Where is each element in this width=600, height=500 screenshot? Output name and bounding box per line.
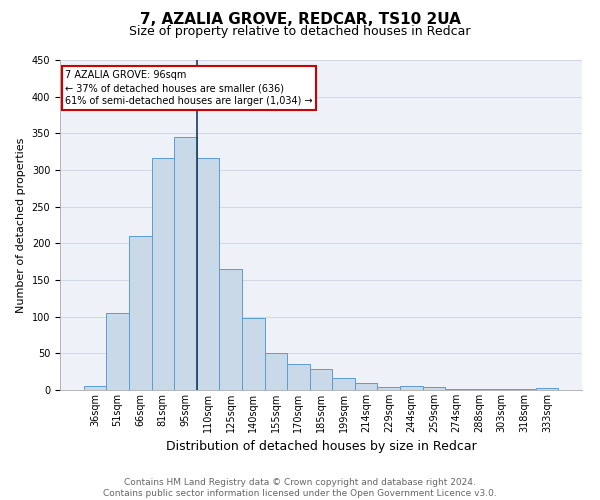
- Bar: [242, 318, 265, 390]
- Bar: [220, 269, 242, 390]
- Bar: [445, 388, 468, 390]
- Bar: [152, 158, 174, 390]
- Text: 7 AZALIA GROVE: 96sqm
← 37% of detached houses are smaller (636)
61% of semi-det: 7 AZALIA GROVE: 96sqm ← 37% of detached …: [65, 70, 313, 106]
- Bar: [174, 137, 197, 390]
- Text: Size of property relative to detached houses in Redcar: Size of property relative to detached ho…: [129, 25, 471, 38]
- Bar: [129, 236, 152, 390]
- Bar: [468, 388, 490, 390]
- Bar: [490, 388, 513, 390]
- Bar: [377, 387, 400, 390]
- Bar: [422, 387, 445, 390]
- Bar: [106, 313, 129, 390]
- Bar: [332, 378, 355, 390]
- Text: 7, AZALIA GROVE, REDCAR, TS10 2UA: 7, AZALIA GROVE, REDCAR, TS10 2UA: [140, 12, 460, 28]
- Text: Contains HM Land Registry data © Crown copyright and database right 2024.
Contai: Contains HM Land Registry data © Crown c…: [103, 478, 497, 498]
- Bar: [355, 384, 377, 390]
- X-axis label: Distribution of detached houses by size in Redcar: Distribution of detached houses by size …: [166, 440, 476, 454]
- Bar: [513, 388, 536, 390]
- Bar: [265, 354, 287, 390]
- Bar: [287, 364, 310, 390]
- Bar: [400, 386, 422, 390]
- Bar: [197, 158, 220, 390]
- Bar: [536, 388, 558, 390]
- Bar: [84, 386, 106, 390]
- Bar: [310, 368, 332, 390]
- Y-axis label: Number of detached properties: Number of detached properties: [16, 138, 26, 312]
